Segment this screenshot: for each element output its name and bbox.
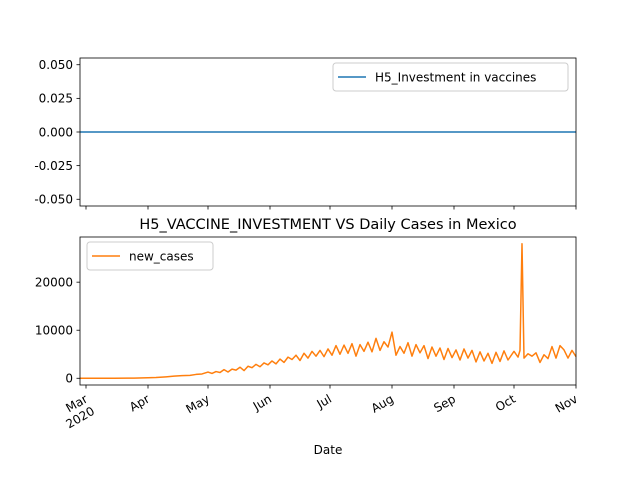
top-axes: 0.050 0.025 0.000 -0.025 -0.050 H5_Investment… [34,57,577,210]
xtick-label: Jun [250,392,274,414]
x-axis-label: Date [314,443,343,457]
ytick-label: -0.025 [34,159,73,173]
bottom-axes-frame [79,236,577,386]
legend-top: H5_Investment in vaccines [332,62,569,92]
xtick-label: May [184,392,212,417]
xtick-label: Sep [431,392,458,415]
ytick-label: 10000 [35,324,73,338]
xtick-label: Oct [493,392,518,415]
xtick-label: Aug [369,392,396,416]
ytick-label: 20000 [35,275,73,289]
xtick-label: Nov [553,392,580,416]
legend-frame [86,241,214,271]
ytick-label: 0.000 [39,125,73,139]
ytick-label: 0 [65,372,73,386]
legend-label-new-cases: new_cases [129,250,194,264]
xtick-label: Apr [127,392,152,415]
ytick-label: 0.050 [39,58,73,72]
chart-title: H5_VACCINE_INVESTMENT VS Daily Cases in … [139,217,516,233]
legend-bottom: new_cases [86,241,214,271]
top-axes-frame [79,57,577,207]
xtick-label: Jul [314,392,334,412]
ytick-label: 0.025 [39,92,73,106]
legend-label-investment: H5_Investment in vaccines [375,71,536,85]
series-line-new-cases [79,242,577,380]
legend-frame [332,62,569,92]
ytick-label: -0.050 [34,193,73,207]
